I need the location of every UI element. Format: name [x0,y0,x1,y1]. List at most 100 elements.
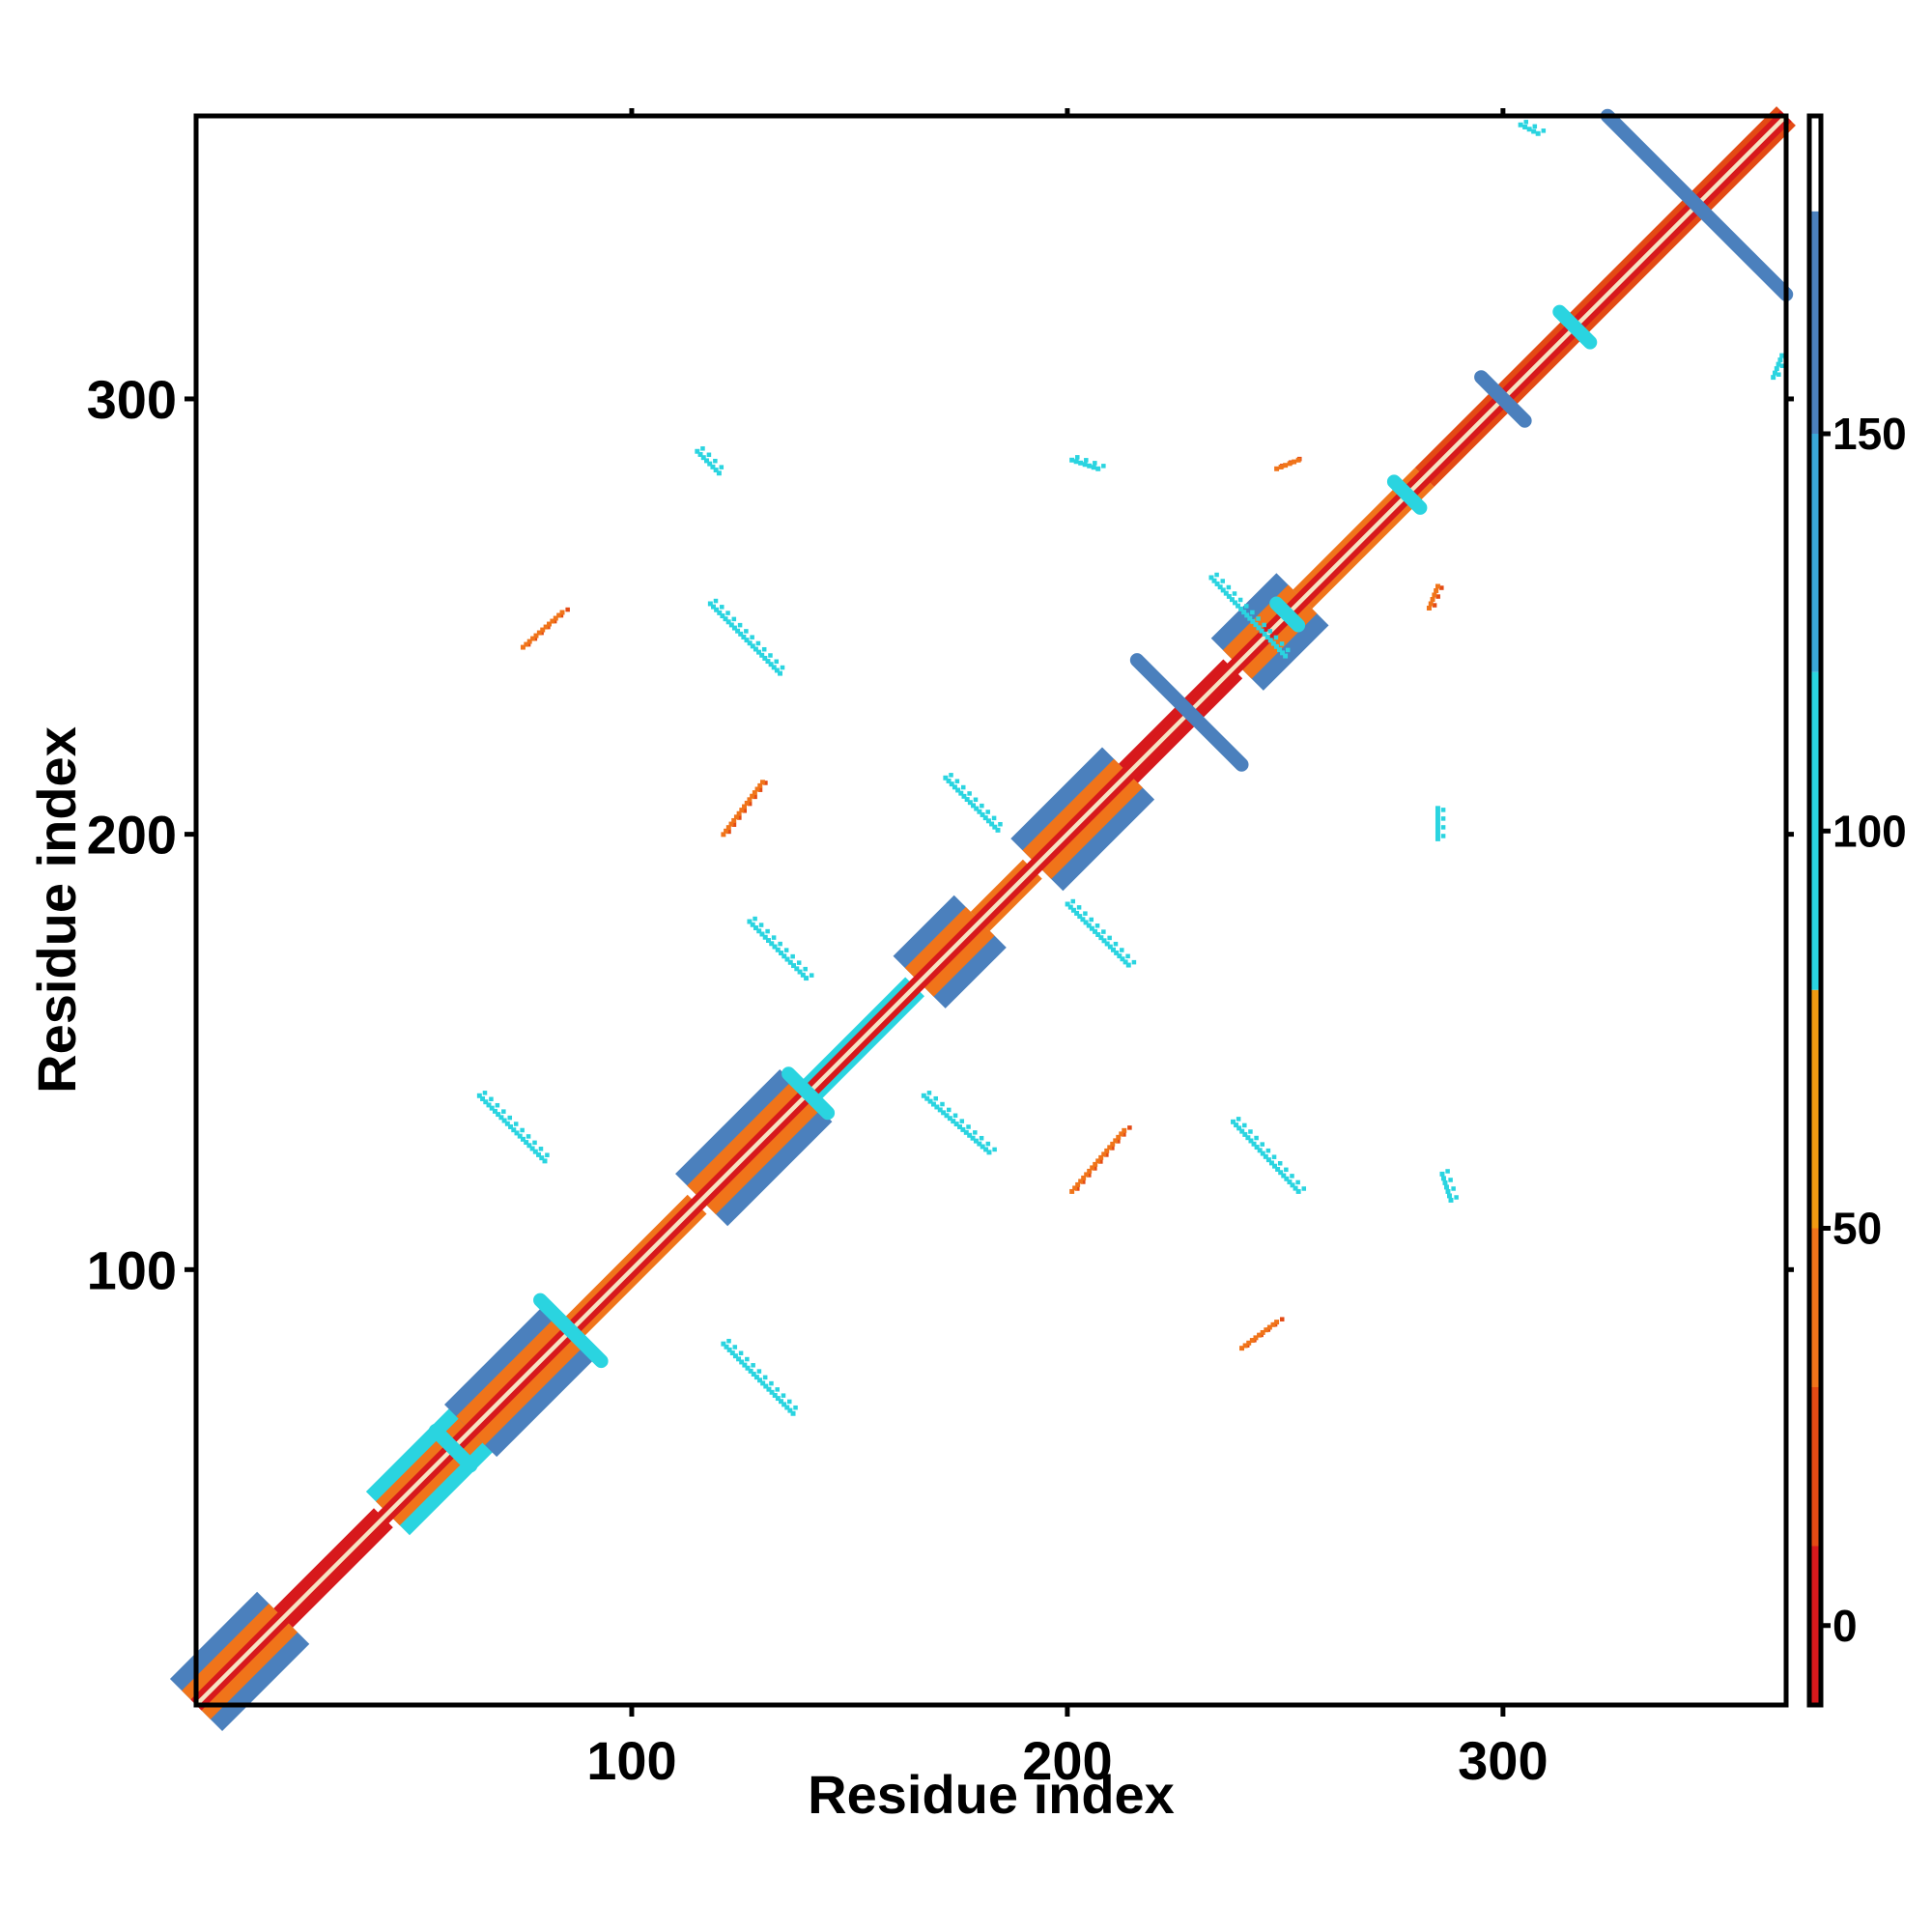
contact-cell [1101,464,1106,469]
contact-cell [781,1402,787,1407]
contact-cell [750,922,755,927]
contact-cell [1093,1161,1098,1167]
contact-cell [1284,1167,1289,1173]
contact-cell [1075,1181,1081,1187]
contact-cell [759,780,765,785]
contact-cell [1131,959,1137,965]
main-diagonal-center [194,114,1788,1707]
contact-cell [530,636,536,641]
contact-cell [526,1143,532,1149]
contact-cell [921,1093,926,1098]
heatmap-cells [169,106,1796,1732]
contact-cell [536,1151,542,1157]
contact-cell [716,470,722,476]
contact-cell [1122,959,1128,965]
contact-cell [707,461,713,467]
contact-cell [756,928,762,934]
plot-area [169,106,1796,1732]
contact-cell [747,919,753,924]
contact-cell [1451,1186,1456,1191]
contact-cell [496,1112,501,1118]
contact-cell [959,1119,965,1123]
contact-cell [790,953,795,959]
contact-cell [775,1396,781,1402]
contact-cell [532,1149,538,1154]
contact-cell [520,644,526,650]
contact-cell [957,1124,963,1129]
contact-cell [1244,612,1250,618]
contact-cell [539,1155,545,1161]
contact-cell [1270,1321,1276,1327]
contact-cell [793,1405,798,1410]
contact-cell [1277,1161,1283,1166]
contact-cell [1095,932,1101,937]
contact-cell [498,1115,504,1121]
contact-cell [937,1107,943,1113]
antiparallel-contact [533,1293,609,1369]
contact-cell [943,775,949,781]
contact-cell [1281,1173,1287,1179]
contact-cell [1274,1320,1280,1325]
contact-cell [964,797,970,803]
contact-cell [1259,628,1264,634]
contact-cell [958,790,964,796]
contact-cell [952,1113,958,1119]
contact-cell [1260,1142,1264,1147]
contact-cell [1439,1171,1445,1177]
contact-cell [1111,947,1116,952]
contact-cell [1110,1146,1115,1151]
contact-cell [754,786,760,792]
contact-cell [556,612,562,618]
contact-cell [986,1150,992,1155]
contact-cell [1287,1179,1293,1185]
contact-cell [947,1116,952,1122]
contact-cell [1095,1158,1101,1164]
contact-cell [778,941,782,947]
contact-cell [728,622,734,628]
contact-cell [1268,1160,1274,1166]
contact-cell [973,1130,978,1135]
contact-cell [750,643,755,649]
contact-cell [1435,827,1440,833]
contact-cell [753,925,758,930]
contact-cell [759,931,765,937]
contact-cell [768,653,773,658]
contact-cell [800,972,806,978]
contact-cell [1070,907,1076,913]
contact-cell [504,1121,510,1126]
contact-cell [532,1140,537,1146]
contact-cell [783,948,789,952]
contact-cell [1290,1174,1294,1179]
contact-cell [724,828,729,834]
contact-cell [763,1383,769,1389]
contact-cell [970,1135,976,1141]
contact-cell [1214,572,1219,578]
contact-cell [1065,901,1070,907]
contact-cell [540,627,546,633]
contact-cell [737,815,742,820]
contact-cell [797,969,803,975]
contact-cell [744,629,749,634]
contact-cell [738,631,744,637]
contact-cell [1773,370,1777,376]
contact-cell [711,604,716,610]
contact-cell [1271,1154,1277,1159]
contact-cell [1107,1145,1113,1151]
contact-cell [1777,357,1783,363]
contact-cell [1244,604,1249,609]
contact-cell [529,1146,535,1151]
contact-cell [483,1099,489,1105]
contact-cell [735,628,741,634]
contact-cell [1526,127,1532,132]
contact-cell [960,784,966,790]
contact-cell [1070,898,1076,904]
contact-cell [804,976,810,981]
contact-cell [1208,575,1214,581]
contact-cell [1265,1148,1271,1153]
contact-cell [1447,1193,1452,1199]
contact-cell [758,923,764,927]
x-tick-label: 300 [1458,1730,1548,1791]
contact-cell [1442,1179,1448,1185]
contact-cell [1260,1329,1265,1335]
contact-cell [1211,578,1217,583]
